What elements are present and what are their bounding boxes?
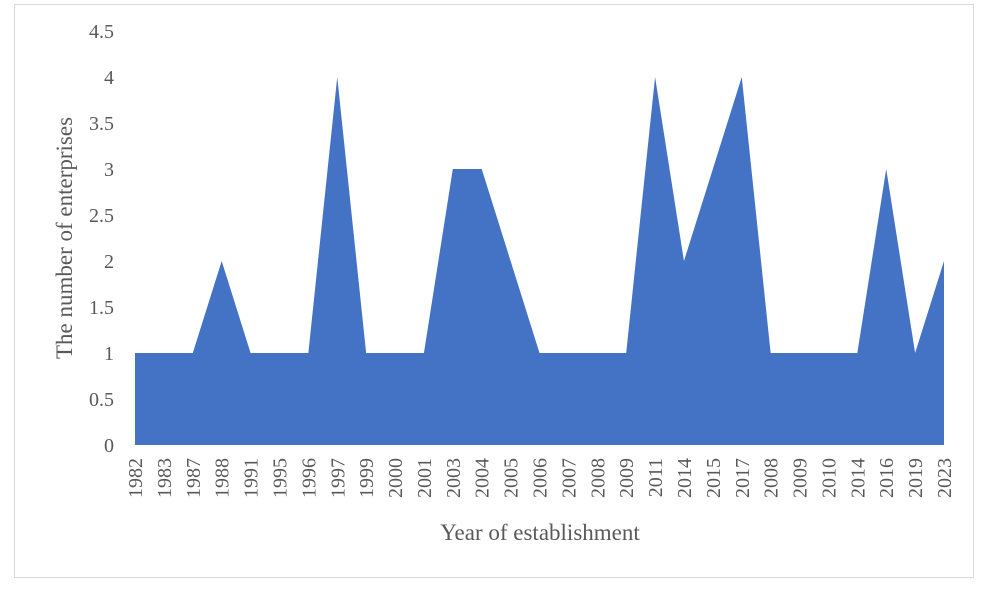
y-tick-label: 4 xyxy=(104,67,114,89)
x-tick-label: 2017 xyxy=(732,458,754,498)
x-tick-label: 2011 xyxy=(645,458,667,497)
x-tick-label: 2009 xyxy=(616,458,638,498)
x-tick-label: 2015 xyxy=(703,458,725,498)
y-tick-label: 4.5 xyxy=(89,21,114,43)
x-tick-label: 1988 xyxy=(212,458,234,498)
x-tick-label: 1987 xyxy=(183,458,205,498)
x-axis-title: Year of establishment xyxy=(440,520,640,545)
x-tick-label: 1997 xyxy=(327,458,349,498)
y-axis-ticks: 0 0.5 1 1.5 2 2.5 3 3.5 4 4.5 xyxy=(89,21,114,457)
x-tick-label: 2010 xyxy=(818,458,840,498)
y-tick-label: 3 xyxy=(104,159,114,181)
x-tick-label: 2000 xyxy=(385,458,407,498)
y-tick-label: 0 xyxy=(104,435,114,457)
y-tick-label: 3.5 xyxy=(89,113,114,135)
x-axis-ticks: 1982 1983 1987 1988 1991 1995 1996 1997 1999 2000… xyxy=(125,458,956,498)
x-tick-label: 2019 xyxy=(905,458,927,498)
y-axis-title: The number of enterprises xyxy=(52,117,77,359)
x-tick-label: 2003 xyxy=(443,458,465,498)
y-tick-label: 1.5 xyxy=(89,297,114,319)
x-tick-label: 1983 xyxy=(154,458,176,498)
x-tick-label: 2004 xyxy=(472,458,494,498)
x-tick-label: 2007 xyxy=(558,458,580,498)
x-tick-label: 1999 xyxy=(356,458,378,498)
y-tick-label: 0.5 xyxy=(89,389,114,411)
x-tick-label: 1996 xyxy=(298,458,320,498)
x-tick-label: 1995 xyxy=(269,458,291,498)
x-tick-label: 2001 xyxy=(414,458,436,498)
y-tick-label: 2.5 xyxy=(89,205,114,227)
x-tick-label: 2005 xyxy=(501,458,523,498)
y-tick-label: 2 xyxy=(104,251,114,273)
x-tick-label: 1982 xyxy=(125,458,147,498)
x-tick-label: 2008 xyxy=(761,458,783,498)
x-tick-label: 2023 xyxy=(934,458,956,498)
y-tick-label: 1 xyxy=(104,343,114,365)
x-tick-label: 2014 xyxy=(847,458,869,498)
x-tick-label: 2014 xyxy=(674,458,696,498)
x-tick-label: 2006 xyxy=(530,458,552,498)
x-tick-label: 1991 xyxy=(241,458,263,498)
x-tick-label: 2008 xyxy=(587,458,609,498)
x-tick-label: 2016 xyxy=(876,458,898,498)
x-tick-label: 2009 xyxy=(790,458,812,498)
series-area xyxy=(135,77,944,445)
